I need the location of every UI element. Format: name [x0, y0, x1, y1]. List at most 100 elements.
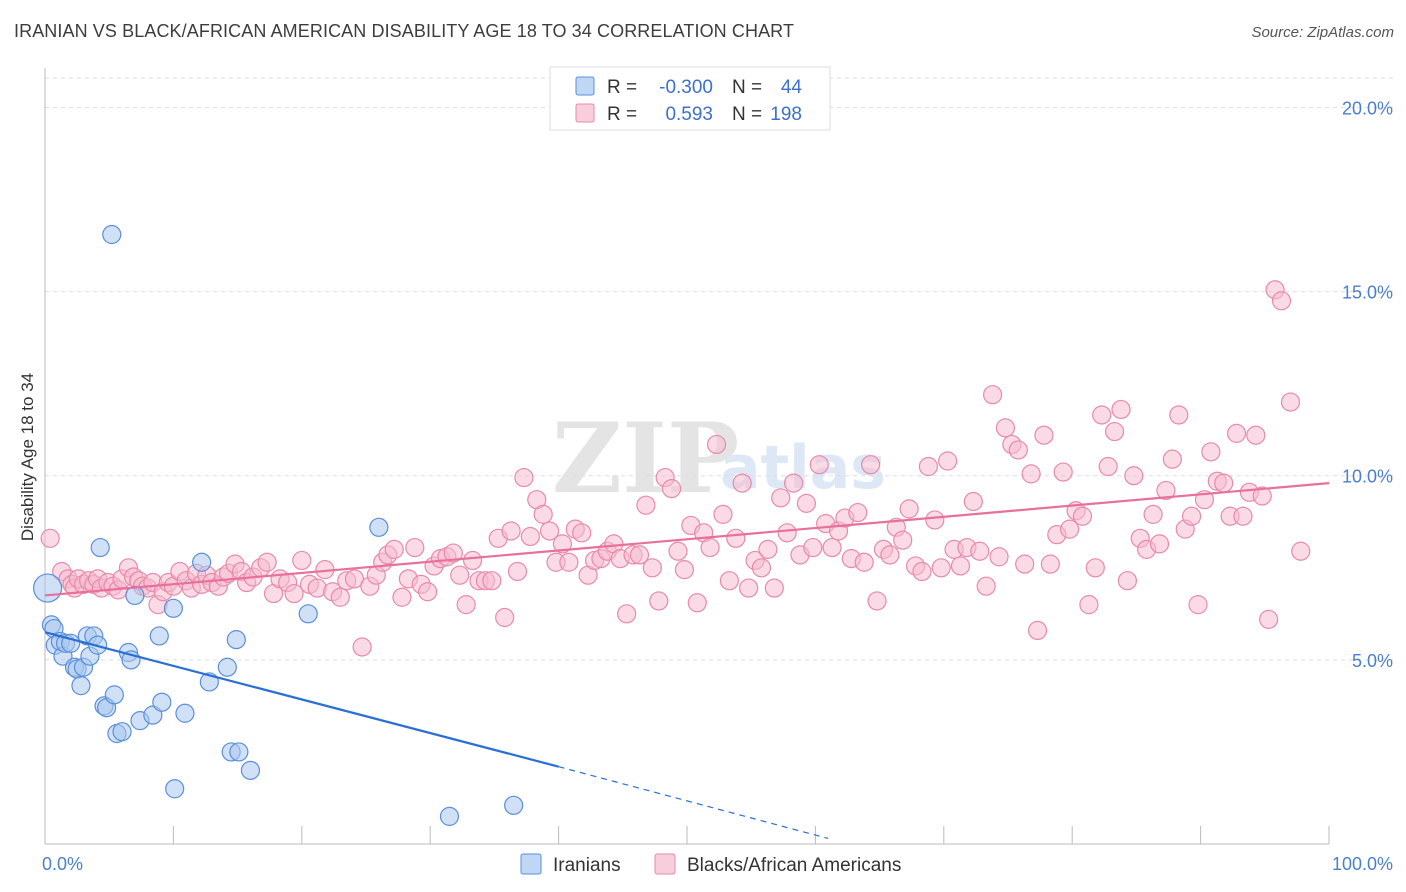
black-african-american-point	[1201, 442, 1221, 462]
iranian-point	[112, 722, 132, 742]
black-african-american-point	[796, 493, 817, 513]
black-african-american-point	[392, 587, 412, 607]
black-african-american-point	[1072, 506, 1093, 526]
series-legend: Iranians Blacks/African Americans	[520, 853, 901, 876]
legend-r-value: -0.300	[659, 77, 713, 98]
iranian-point	[439, 806, 460, 826]
legend-swatch-iranians	[520, 853, 542, 875]
iranian-point	[104, 685, 124, 705]
black-african-american-point	[559, 552, 579, 572]
watermark-atlas: atlas	[720, 433, 886, 503]
legend-r-label: R =	[607, 104, 637, 125]
iranian-point	[102, 224, 122, 245]
y-tick-label-0: 5.0%	[1352, 651, 1393, 671]
black-african-american-point	[982, 385, 1003, 405]
black-african-american-point	[912, 561, 932, 582]
iranian-point	[504, 795, 524, 815]
black-african-american-point	[642, 558, 662, 578]
black-african-american-point	[976, 576, 996, 596]
black-african-american-point	[899, 499, 919, 519]
black-african-american-point	[861, 455, 881, 475]
black-african-american-point	[1291, 541, 1311, 561]
black-african-american-point	[931, 558, 951, 578]
black-african-american-point	[572, 523, 592, 543]
black-african-american-point	[925, 510, 945, 530]
black-african-american-point	[649, 591, 669, 611]
watermark: ZIP atlas	[552, 402, 886, 515]
black-african-american-point	[1124, 466, 1144, 486]
black-african-american-point	[661, 479, 682, 499]
black-african-american-point	[1040, 554, 1060, 574]
black-african-american-point	[970, 541, 990, 561]
black-african-american-point	[1271, 291, 1292, 311]
black-african-american-point	[1188, 595, 1208, 615]
iranian-point	[90, 537, 110, 558]
black-african-american-point	[636, 495, 656, 515]
iranian-point	[217, 657, 237, 677]
legend-swatch-iranians	[575, 76, 595, 96]
legend-swatch-blacks	[654, 853, 676, 875]
legend-r-label: R =	[607, 77, 637, 98]
black-african-american-point	[1104, 421, 1125, 442]
black-african-american-point	[1280, 392, 1301, 412]
black-african-american-point	[1156, 480, 1176, 501]
black-african-american-point	[1246, 425, 1266, 445]
black-african-american-point	[822, 537, 842, 558]
black-african-american-point	[514, 467, 534, 488]
legend-n-value: 44	[781, 77, 803, 98]
black-african-american-point	[540, 521, 560, 541]
black-african-american-point	[1259, 609, 1279, 629]
black-african-american-point	[1117, 571, 1138, 591]
iranian-point	[240, 760, 261, 780]
black-african-american-point	[456, 595, 476, 615]
black-african-american-point	[809, 455, 829, 475]
black-african-american-point	[617, 604, 637, 624]
black-african-american-point	[1149, 534, 1170, 554]
black-african-american-point	[284, 583, 304, 604]
black-african-american-point	[963, 491, 983, 512]
black-african-american-point	[1027, 620, 1048, 641]
series-iranian-points	[32, 224, 524, 826]
black-african-american-point	[713, 504, 733, 524]
black-african-american-point	[443, 543, 463, 563]
iranian-trend-line	[44, 631, 559, 768]
black-african-american-point	[848, 502, 868, 523]
black-african-american-point	[501, 521, 521, 541]
iranian-point	[163, 598, 183, 618]
black-african-american-point	[257, 552, 277, 572]
legend-n-label: N =	[732, 77, 762, 98]
black-african-american-point	[1182, 506, 1202, 526]
trend-lines	[44, 482, 1330, 840]
black-african-american-point	[989, 547, 1009, 567]
black-african-american-point	[520, 526, 540, 547]
black-african-american-point	[1015, 554, 1035, 574]
black-african-american-point	[771, 488, 791, 508]
x-tick-label-max: 100.0%	[1332, 854, 1393, 874]
black-african-american-point	[40, 528, 60, 548]
black-african-american-point	[1034, 425, 1054, 445]
black-african-american-point	[1162, 449, 1182, 469]
y-tick-label-1: 10.0%	[1342, 467, 1393, 487]
iranian-point	[152, 692, 172, 712]
black-african-american-point	[352, 637, 372, 657]
black-african-american-point	[1085, 558, 1105, 578]
black-african-american-point	[1053, 462, 1073, 482]
black-african-american-point	[893, 530, 913, 550]
black-african-american-point	[462, 550, 483, 571]
black-african-american-point	[950, 556, 971, 576]
correlation-legend: R = -0.300 N = 44 R = 0.593 N = 198	[549, 66, 831, 131]
black-african-american-point	[292, 550, 312, 571]
black-african-american-point	[384, 539, 404, 559]
black-african-american-point	[507, 561, 528, 582]
black-african-american-point	[719, 571, 739, 591]
black-african-american-point	[1111, 399, 1131, 420]
black-african-american-point	[344, 569, 365, 589]
iranian-point	[369, 517, 389, 537]
black-african-american-point	[482, 571, 502, 591]
black-african-american-point	[1060, 519, 1080, 539]
black-african-american-point	[1169, 405, 1189, 425]
chart-title: IRANIAN VS BLACK/AFRICAN AMERICAN DISABI…	[14, 21, 795, 41]
y-tick-labels: 5.0% 10.0% 15.0% 20.0%	[1342, 98, 1393, 670]
legend-r-value: 0.593	[665, 104, 713, 125]
